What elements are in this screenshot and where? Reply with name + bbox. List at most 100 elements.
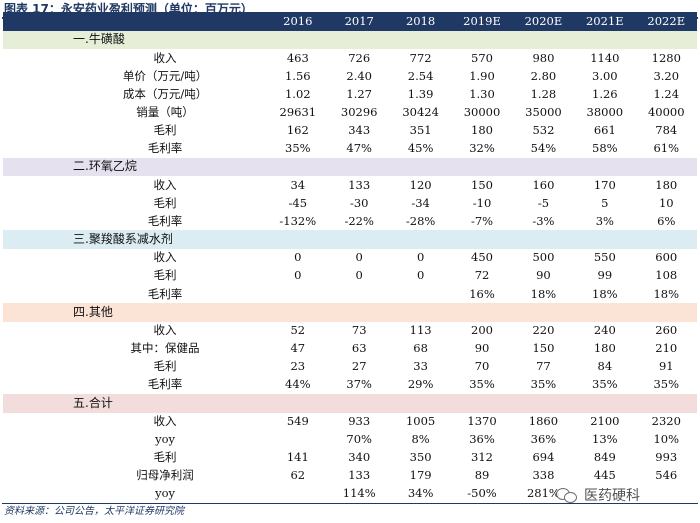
table-row: 归母净利润 62 133 179 89 338 445 546 [3, 467, 697, 485]
section-header-cell [328, 303, 390, 322]
value-cell: -45 [288, 195, 308, 210]
section-header-cell [389, 230, 452, 249]
value-cell: 220 [532, 323, 555, 338]
header-row: 2016 2017 2018 2019E 2020E 2021E 2022E [3, 12, 697, 31]
value-cell: 35% [469, 377, 495, 392]
section-header-cell [512, 394, 575, 413]
table-row: 毛利率 16% 18% 18% 18% [3, 285, 697, 303]
section-header-cell [574, 230, 636, 249]
row-label: 其中：保健品 [130, 341, 200, 356]
table-row: 收入 52 73 113 200 220 240 260 [3, 322, 697, 340]
value-cell: 179 [409, 468, 432, 483]
value-cell: 58% [592, 141, 618, 156]
header-blank-cell [3, 12, 268, 31]
value-cell: 5 [601, 195, 609, 210]
value-cell: 570 [471, 50, 493, 65]
value-cell: 30424 [402, 104, 439, 119]
value-cell: 34 [290, 177, 306, 192]
section-header-cell [451, 394, 513, 413]
value-cell: 980 [532, 50, 555, 65]
row-label: 毛利率 [147, 141, 183, 156]
value-cell: 36% [469, 432, 495, 447]
row-label: 毛利 [153, 359, 177, 374]
value-cell: 35% [592, 377, 618, 392]
value-cell: 726 [348, 50, 371, 65]
value-cell: 40000 [647, 104, 685, 119]
value-cell: 343 [348, 122, 371, 137]
value-cell: -34 [411, 195, 430, 210]
value-cell: 13% [592, 432, 618, 447]
value-cell: -10 [472, 195, 492, 210]
value-cell: 1140 [590, 50, 620, 65]
wechat-icon [556, 485, 578, 505]
section-header-row: 五.合计 [3, 394, 697, 413]
value-cell: 61% [653, 141, 680, 156]
value-cell: 18% [592, 286, 618, 301]
value-cell: 54% [530, 141, 557, 156]
value-cell: 35% [653, 377, 680, 392]
section-header-cell [267, 157, 329, 177]
table-row: 收入 549 933 1005 1370 1860 2100 2320 [3, 413, 697, 431]
value-cell: 150 [471, 177, 493, 192]
value-cell: 546 [655, 468, 678, 483]
value-cell: 72 [474, 268, 490, 283]
year-header: 2020E [512, 12, 575, 31]
value-cell: 312 [471, 450, 493, 465]
value-cell: 120 [409, 177, 432, 192]
value-cell: 1860 [528, 414, 559, 429]
value-cell [329, 285, 390, 303]
section-header-cell [512, 30, 575, 49]
row-label: 毛利率 [147, 377, 183, 392]
table-row: 毛利率 44% 37% 29% 35% 35% 35% 35% [3, 376, 697, 394]
row-label: 收入 [153, 323, 177, 338]
value-cell: 338 [532, 468, 555, 483]
value-cell: 1.56 [284, 68, 311, 83]
section-header-cell [635, 230, 697, 249]
value-cell: 70 [474, 359, 490, 374]
value-cell: 73 [351, 323, 367, 338]
value-cell: 160 [532, 177, 555, 192]
value-cell: 52 [290, 323, 306, 338]
value-cell: 772 [409, 50, 432, 65]
section-header-cell [512, 303, 575, 322]
value-cell: 784 [655, 122, 678, 137]
section-header-cell [574, 30, 636, 49]
value-cell: 45% [407, 141, 434, 156]
row-label: yoy [155, 486, 175, 501]
value-cell: 47 [290, 341, 306, 356]
row-label: yoy [155, 432, 175, 447]
value-cell: 240 [593, 323, 616, 338]
value-cell: 993 [655, 450, 678, 465]
value-cell: 180 [593, 341, 616, 356]
section-header-cell [451, 230, 513, 249]
value-cell: 133 [348, 177, 371, 192]
table-row: 收入 0 0 0 450 500 550 600 [3, 249, 697, 267]
row-label: 单价（万元/吨） [122, 68, 208, 83]
section-header-cell [512, 230, 575, 249]
row-label: 收入 [153, 50, 177, 65]
section-header-row: 一.牛磺酸 [3, 30, 697, 49]
table-row: 毛利 162 343 351 180 532 661 784 [3, 121, 697, 139]
value-cell: 3.00 [592, 68, 618, 83]
value-cell: 549 [286, 414, 309, 429]
section-header-cell [574, 303, 636, 322]
value-cell: -3% [532, 213, 555, 228]
value-cell: 281% [526, 486, 560, 501]
value-cell: 91 [658, 359, 674, 374]
value-cell: 2.40 [346, 68, 372, 83]
value-cell: 849 [593, 450, 616, 465]
value-cell: -5 [537, 195, 550, 210]
section-title: 三.聚羧酸系减水剂 [3, 230, 268, 249]
value-cell: 694 [532, 450, 555, 465]
section-header-cell [267, 230, 329, 249]
value-cell: 0 [416, 250, 425, 265]
source-note: 资料来源：公司公告，太平洋证券研究院 [4, 506, 184, 517]
value-cell [267, 285, 328, 303]
value-cell: 27 [351, 359, 367, 374]
value-cell: 463 [286, 50, 309, 65]
value-cell: 10 [658, 195, 674, 210]
value-cell: 77 [536, 359, 551, 374]
value-cell: 32% [469, 141, 495, 156]
value-cell: 2320 [651, 414, 681, 429]
value-cell: 23 [290, 359, 306, 374]
